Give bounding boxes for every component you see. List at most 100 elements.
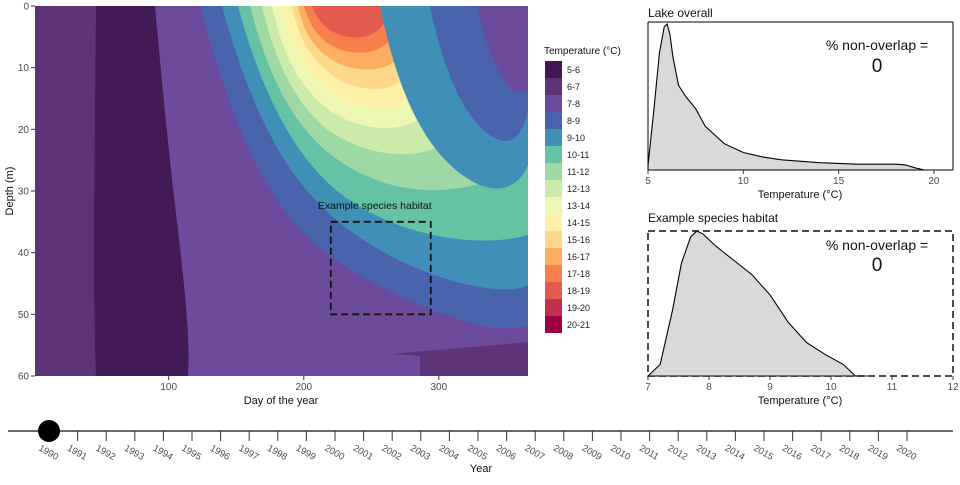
year-tick-label: 2015 (751, 443, 775, 463)
legend-label-6-7: 6-7 (567, 82, 580, 92)
x-tick-label: 10 (825, 382, 837, 393)
legend-label-13-14: 13-14 (567, 201, 590, 211)
habitat-box (329, 220, 432, 316)
year-tick-label: 2011 (637, 443, 660, 463)
species-habitat-nonoverlap-label: % non-overlap = (826, 237, 928, 253)
y-tick-label: 60 (18, 372, 30, 383)
legend-label-8-9: 8-9 (567, 116, 580, 126)
band-5-6 (94, 6, 189, 376)
species-habitat-panel: Example species habitat 7 8 9 10 11 12 Temper… (645, 211, 959, 407)
band-18-19 (312, 6, 386, 38)
heatmap-x-axis: 100 200 300 (160, 376, 448, 393)
y-tick-label: 40 (18, 248, 30, 259)
x-tick-label: 300 (431, 382, 448, 393)
y-tick-label: 10 (18, 63, 30, 74)
legend-swatch-7-8 (545, 95, 562, 112)
year-tick-label: 1995 (179, 443, 203, 463)
legend-label-20-21: 20-21 (567, 320, 590, 330)
legend-swatch-18-19 (545, 282, 562, 299)
band-7-8-right (478, 6, 528, 92)
legend-swatch-12-13 (545, 180, 562, 197)
species-habitat-x-title: Temperature (°C) (758, 395, 842, 407)
legend-label-15-16: 15-16 (567, 235, 590, 245)
species-habitat-dashed-frame (647, 230, 954, 377)
year-tick-label: 2012 (666, 443, 690, 463)
heatmap-y-title: Depth (m) (4, 167, 16, 216)
legend-label-19-20: 19-20 (567, 303, 590, 313)
legend-swatch-11-12 (545, 163, 562, 180)
year-tick-label: 1992 (94, 443, 118, 463)
legend-label-14-15: 14-15 (567, 218, 590, 228)
y-tick-label: 50 (18, 310, 30, 321)
band-7-8-bottom (185, 354, 420, 376)
year-tick-label: 2016 (780, 443, 804, 463)
lake-overall-density-curve (647, 22, 934, 171)
year-slider[interactable]: 1990 1991 1992 1993 1994 1995 1996 1997 1998 1999… (8, 420, 953, 475)
year-tick-label: 2020 (894, 443, 918, 463)
year-tick-label: 1991 (65, 443, 89, 463)
year-tick-label: 2013 (694, 443, 718, 463)
legend-label-12-13: 12-13 (567, 184, 590, 194)
y-tick-label: 0 (23, 2, 29, 13)
year-tick-label: 2017 (809, 443, 833, 463)
x-tick-label: 9 (767, 382, 773, 393)
x-tick-label: 20 (928, 176, 940, 187)
year-tick-label: 2009 (580, 443, 604, 463)
year-tick-label: 1993 (122, 443, 146, 463)
y-tick-label: 20 (18, 125, 30, 136)
legend-label-11-12: 11-12 (567, 167, 589, 177)
legend-label-10-11: 10-11 (567, 150, 589, 160)
lake-overall-nonoverlap-value: 0 (872, 56, 883, 77)
legend-swatch-20-21 (545, 316, 562, 333)
year-tick-label: 1997 (237, 443, 261, 463)
legend-label-16-17: 16-17 (567, 252, 590, 262)
year-tick-label: 1994 (151, 443, 175, 463)
year-tick-label: 2001 (351, 443, 375, 463)
year-slider-ticks: 1990 1991 1992 1993 1994 1995 1996 1997 1998 1999… (36, 431, 918, 463)
y-tick-label: 30 (18, 187, 30, 198)
x-tick-label: 100 (160, 382, 177, 393)
x-tick-label: 10 (738, 176, 750, 187)
x-tick-label: 200 (295, 382, 312, 393)
legend-swatch-9-10 (545, 129, 562, 146)
legend-swatch-6-7 (545, 78, 562, 95)
legend-label-17-18: 17-18 (567, 269, 590, 279)
x-tick-label: 7 (645, 382, 651, 393)
legend-swatch-19-20 (545, 299, 562, 316)
year-tick-label: 2005 (465, 443, 489, 463)
year-slider-title: Year (470, 463, 493, 475)
legend-label-5-6: 5-6 (567, 65, 580, 75)
species-habitat-density-curve (646, 230, 868, 377)
legend-label-9-10: 9-10 (567, 133, 585, 143)
temperature-legend: Temperature (°C) 5-6 6-7 7-8 8-9 9-10 10-11 11… (544, 46, 621, 333)
legend-label-18-19: 18-19 (567, 286, 590, 296)
year-tick-label: 2010 (608, 443, 632, 463)
species-habitat-title: Example species habitat (648, 211, 779, 225)
year-tick-label: 1990 (36, 443, 60, 463)
year-tick-label: 2004 (437, 443, 461, 463)
habitat-label: Example species habitat (318, 200, 432, 212)
band-6-7 (35, 6, 96, 376)
year-tick-label: 2008 (551, 443, 575, 463)
legend-swatch-10-11 (545, 146, 562, 163)
year-tick-label: 2002 (380, 443, 404, 463)
year-tick-label: 2007 (523, 443, 547, 463)
lake-overall-panel: Lake overall 5 10 15 20 Temperature (°C) % … (645, 6, 954, 201)
year-tick-label: 2003 (408, 443, 432, 463)
lake-overall-x-axis: 5 10 15 20 (645, 170, 940, 187)
year-tick-label: 2006 (494, 443, 518, 463)
lake-overall-nonoverlap-label: % non-overlap = (826, 37, 928, 53)
year-slider-handle[interactable] (38, 420, 60, 442)
x-tick-label: 11 (887, 382, 898, 393)
legend-label-7-8: 7-8 (567, 99, 580, 109)
year-tick-label: 2019 (866, 443, 890, 463)
depth-temperature-heatmap: Example species habitat 0 10 20 30 40 50 60 10… (4, 2, 528, 407)
year-tick-label: 2014 (723, 443, 747, 463)
x-tick-label: 12 (947, 382, 959, 393)
legend-swatch-13-14 (545, 197, 562, 214)
year-tick-label: 1999 (294, 443, 318, 463)
heatmap-plot-area (35, 6, 528, 376)
species-habitat-nonoverlap-value: 0 (872, 255, 883, 276)
